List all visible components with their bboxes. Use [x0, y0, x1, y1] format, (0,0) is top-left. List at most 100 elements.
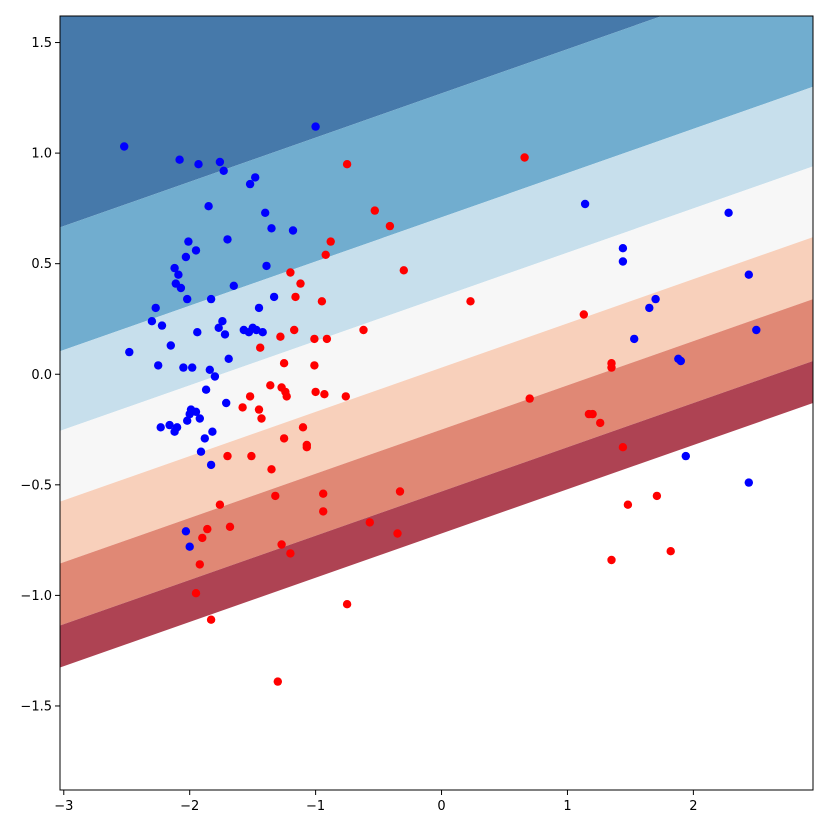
series-red-points: [191, 153, 675, 686]
blue-point: [254, 303, 264, 313]
blue-point: [220, 330, 230, 339]
blue-point: [219, 166, 228, 175]
blue-point: [311, 122, 320, 131]
blue-point: [251, 173, 260, 182]
blue-point: [120, 142, 129, 151]
red-point: [359, 325, 368, 335]
red-point: [399, 266, 408, 275]
blue-point: [174, 270, 183, 279]
red-point: [311, 387, 320, 397]
red-point: [321, 250, 330, 259]
red-point: [320, 390, 329, 399]
x-tick-label: 1: [563, 799, 571, 814]
red-point: [365, 518, 374, 527]
blue-point: [196, 447, 206, 456]
red-point: [319, 507, 328, 516]
blue-point: [630, 334, 639, 344]
blue-point: [267, 224, 276, 233]
blue-point: [752, 325, 761, 335]
red-point: [322, 334, 332, 344]
red-point: [286, 268, 295, 277]
blue-point: [183, 416, 192, 425]
red-point: [310, 334, 319, 344]
y-tick-label: 0.0: [31, 368, 52, 383]
region-band-5: [60, 237, 813, 564]
y-tick-label: 1.0: [31, 147, 52, 162]
red-point: [395, 487, 405, 496]
red-point: [195, 560, 204, 569]
blue-point: [170, 263, 179, 273]
blue-point: [210, 372, 220, 381]
red-point: [319, 489, 328, 498]
x-tick-label: 2: [689, 799, 697, 814]
blue-point: [223, 235, 232, 244]
red-point: [342, 160, 352, 169]
red-point: [266, 381, 275, 390]
blue-point: [156, 423, 165, 432]
red-point: [198, 533, 207, 543]
red-point: [223, 451, 232, 461]
red-point: [245, 392, 255, 401]
blue-point: [151, 303, 160, 313]
red-point: [282, 392, 291, 401]
blue-point: [166, 341, 175, 350]
y-tick-label: −1.0: [20, 589, 52, 604]
red-point: [256, 343, 265, 352]
blue-point: [176, 283, 186, 293]
decision-regions: [60, 16, 813, 668]
blue-point: [181, 527, 191, 536]
blue-point: [204, 202, 213, 211]
blue-point: [218, 317, 227, 326]
blue-point: [258, 328, 267, 337]
blue-point: [185, 542, 194, 551]
red-point: [291, 292, 300, 302]
red-point: [666, 547, 675, 556]
red-point: [286, 549, 295, 558]
red-point: [225, 522, 235, 531]
series-blue-points: [120, 122, 761, 551]
red-point: [267, 465, 276, 474]
red-point: [271, 491, 280, 501]
red-point: [254, 405, 264, 414]
blue-point: [201, 385, 211, 394]
x-axis: −3 −2 −1 0 1 2: [54, 790, 698, 814]
blue-point: [172, 423, 182, 432]
blue-point: [191, 246, 201, 255]
blue-point: [154, 361, 163, 370]
red-point: [466, 297, 475, 306]
x-tick-label: 0: [437, 799, 445, 814]
y-tick-label: −0.5: [20, 478, 52, 493]
blue-point: [183, 294, 192, 304]
region-band-3: [60, 86, 813, 431]
red-point: [326, 237, 335, 246]
x-tick-label: −2: [180, 799, 199, 814]
blue-point: [179, 363, 188, 372]
blue-point: [262, 261, 271, 271]
blue-point: [175, 155, 184, 164]
red-point: [342, 600, 352, 609]
red-point: [310, 361, 319, 370]
red-point: [296, 279, 305, 288]
red-point: [385, 221, 395, 231]
blue-point: [193, 328, 202, 337]
x-tick-label: −3: [54, 799, 73, 814]
red-point: [588, 409, 597, 419]
red-point: [596, 418, 605, 428]
red-point: [277, 540, 286, 549]
blue-point: [676, 356, 685, 366]
red-point: [618, 443, 628, 452]
red-point: [607, 363, 616, 372]
blue-point: [288, 226, 298, 235]
y-tick-label: 0.5: [31, 257, 52, 272]
blue-point: [245, 179, 255, 189]
blue-point: [724, 208, 733, 217]
red-point: [203, 524, 212, 534]
y-tick-label: 1.5: [31, 36, 52, 51]
blue-point: [165, 420, 174, 430]
blue-point: [206, 460, 216, 470]
blue-point: [229, 281, 238, 290]
red-point: [238, 403, 247, 412]
red-point: [276, 332, 285, 341]
red-point: [520, 153, 529, 162]
blue-point: [744, 478, 753, 487]
